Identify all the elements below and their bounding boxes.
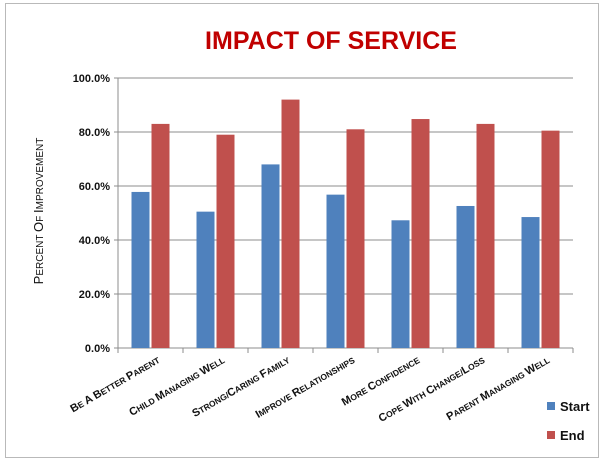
y-axis-label: PERCENT OF IMPROVEMENT xyxy=(31,138,46,285)
bar-start xyxy=(521,217,540,348)
x-tick-label: PARENT MANAGING WELL xyxy=(445,354,552,423)
y-tick-label: 60.0% xyxy=(79,181,110,193)
bar-start xyxy=(391,220,410,348)
bar-end xyxy=(281,99,300,348)
y-tick-label: 20.0% xyxy=(79,289,110,301)
bar-end xyxy=(151,123,170,349)
y-tick-labels: 0.0% 20.0% 40.0% 60.0% 80.0% 100.0% xyxy=(73,73,111,355)
bar-end xyxy=(346,129,365,348)
gridlines xyxy=(118,77,573,295)
bar-start xyxy=(196,211,215,348)
bar-start xyxy=(261,164,280,348)
chart-title: IMPACT OF SERVICE xyxy=(205,27,457,55)
bar-end xyxy=(216,134,235,348)
bar-start xyxy=(456,205,475,348)
y-tick-label: 80.0% xyxy=(79,127,110,139)
legend-swatch-start xyxy=(547,402,555,410)
legend: Start End xyxy=(547,399,590,443)
y-tick-label: 0.0% xyxy=(85,343,110,355)
bar-end xyxy=(541,130,560,348)
bar-start xyxy=(131,191,150,348)
bar-end xyxy=(476,123,495,349)
y-tick-label: 100.0% xyxy=(73,73,111,85)
legend-label-end: End xyxy=(560,428,585,443)
legend-label-start: Start xyxy=(560,399,590,414)
bar-start xyxy=(326,194,345,348)
bar-end xyxy=(411,119,430,348)
x-tick-label: COPE WITH CHANGE/LOSS xyxy=(377,354,488,425)
legend-swatch-end xyxy=(547,431,555,439)
axes xyxy=(114,77,574,353)
y-tick-label: 40.0% xyxy=(79,235,110,247)
chart-frame xyxy=(5,3,599,458)
bars xyxy=(131,99,560,349)
